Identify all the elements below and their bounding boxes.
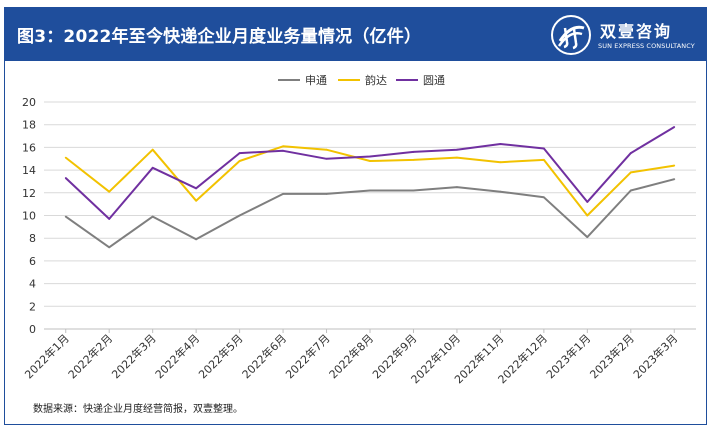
y-tick-label: 14 (22, 164, 36, 177)
company-logo: 双壹咨询 SUN EXPRESS CONSULTANCY (550, 14, 700, 56)
data-point (151, 215, 154, 218)
y-tick-label: 20 (22, 96, 36, 109)
data-point (64, 177, 67, 179)
x-tick-label: 2022年7月 (282, 331, 332, 381)
data-point (151, 148, 154, 151)
data-point (195, 238, 198, 241)
data-point (151, 166, 154, 169)
x-tick-label: 2022年2月 (65, 331, 115, 381)
data-point (542, 158, 545, 161)
y-tick-label: 2 (29, 300, 36, 313)
data-point (456, 148, 458, 151)
data-point (238, 152, 241, 154)
x-tick-label: 2022年5月 (196, 331, 246, 381)
data-point (282, 145, 284, 148)
x-tick-label: 2022年6月 (239, 331, 289, 381)
data-point (456, 186, 458, 189)
data-point (456, 156, 458, 159)
chart-title: 图3：2022年至今快递企业月度业务量情况（亿件） (17, 27, 422, 47)
data-point (195, 199, 198, 202)
data-point (369, 155, 371, 158)
logo-name: 双壹咨询 (600, 22, 673, 41)
x-tick-label: 2023年3月 (630, 331, 680, 381)
data-point (499, 143, 502, 145)
y-tick-label: 12 (22, 187, 36, 200)
series-line-1 (65, 178, 675, 249)
data-point (195, 187, 198, 190)
data-point (325, 157, 328, 160)
y-tick-label: 10 (22, 210, 36, 223)
x-tick-label: 2022年3月 (109, 331, 159, 381)
data-point (542, 147, 545, 150)
x-tick-label: 2023年1月 (543, 331, 593, 381)
data-point (412, 158, 415, 161)
legend-label: 申通 (305, 74, 327, 87)
data-point (108, 218, 111, 220)
data-point (64, 215, 67, 218)
data-point (64, 156, 67, 159)
y-tick-label: 0 (29, 323, 36, 336)
y-tick-label: 18 (22, 119, 36, 132)
data-point (412, 189, 415, 192)
header-banner: 图3：2022年至今快递企业月度业务量情况（亿件） 双壹咨询 SUN EXPRE… (5, 8, 706, 61)
x-tick-label: 2023年2月 (587, 331, 637, 381)
data-point (238, 214, 241, 217)
data-point (282, 193, 284, 195)
series-line-3 (65, 126, 675, 220)
data-point (412, 151, 415, 153)
data-point (629, 171, 632, 174)
data-source-note: 数据来源：快递企业月度经营简报，双壹整理。 (33, 404, 243, 415)
data-point (238, 160, 241, 162)
data-point (586, 236, 589, 238)
y-tick-label: 4 (29, 278, 36, 291)
data-point (499, 161, 502, 164)
data-point (586, 200, 589, 203)
data-point (586, 214, 589, 217)
y-tick-label: 16 (22, 141, 36, 154)
x-tick-label: 2022年8月 (326, 331, 376, 381)
data-point (282, 149, 284, 152)
logo-subtitle: SUN EXPRESS CONSULTANCY (598, 42, 695, 50)
data-point (673, 126, 676, 128)
y-tick-label: 6 (29, 255, 36, 268)
legend-label: 圆通 (423, 74, 445, 87)
x-tick-label: 2022年4月 (152, 331, 202, 381)
legend-label: 韵达 (365, 73, 387, 87)
data-point (499, 190, 502, 193)
data-point (369, 189, 371, 192)
data-point (629, 152, 632, 154)
data-point (542, 196, 545, 199)
x-tick-label: 2022年1月 (22, 331, 72, 381)
data-point (673, 178, 676, 181)
logo-icon (551, 15, 591, 55)
data-point (325, 148, 328, 151)
data-point (108, 246, 111, 249)
data-point (673, 164, 676, 167)
data-point (369, 160, 371, 162)
data-point (629, 189, 632, 192)
y-tick-label: 8 (29, 232, 36, 245)
data-point (108, 190, 111, 193)
data-point (325, 193, 328, 195)
